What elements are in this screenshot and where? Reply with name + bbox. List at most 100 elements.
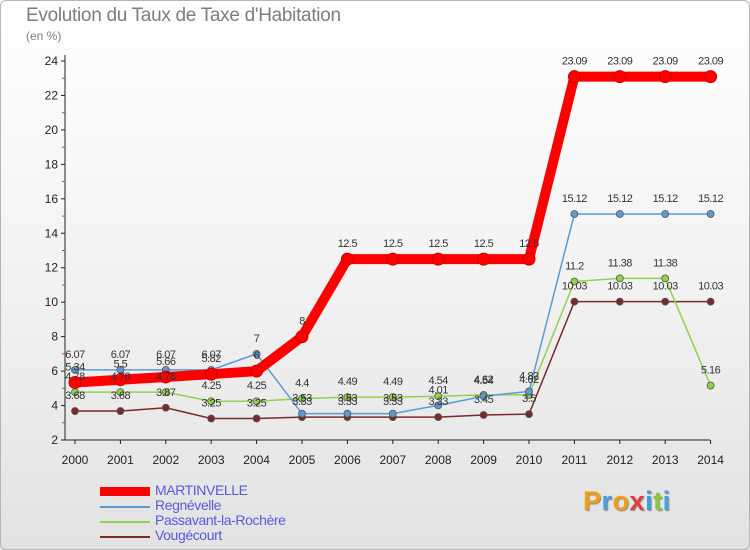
data-label-martinvelle: 5.5: [114, 359, 128, 371]
data-point-regnevelle: [615, 210, 624, 218]
x-tick-label: 2004: [243, 453, 270, 467]
data-label-passavant-la-rochere: 4.49: [338, 376, 358, 388]
chart-subtitle: (en %): [26, 29, 62, 43]
y-tick-label: 16: [45, 192, 59, 206]
data-point-vougecourt: [434, 413, 443, 421]
data-point-martinvelle: [431, 252, 445, 266]
data-point-passavant-la-rochere: [252, 397, 261, 406]
y-tick-label: 22: [45, 88, 59, 102]
legend-label-martinvelle: MARTINVELLE: [155, 482, 248, 498]
data-point-martinvelle: [159, 370, 173, 384]
data-label-passavant-la-rochere: 5.16: [701, 365, 721, 377]
data-label-vougecourt: 3.87: [156, 387, 176, 399]
proxiti-logo: Proxiti: [583, 486, 671, 517]
data-label-regnevelle: 15.12: [653, 193, 678, 205]
data-point-martinvelle: [295, 330, 309, 344]
data-label-regnevelle: 15.12: [607, 193, 632, 205]
x-tick-label: 2007: [379, 453, 406, 467]
data-label-regnevelle: 6.07: [111, 349, 131, 361]
data-point-martinvelle: [613, 70, 627, 84]
data-label-martinvelle: 12.5: [383, 238, 403, 250]
legend-label-passavant: Passavant-la-Rochère: [155, 512, 286, 528]
data-point-martinvelle: [113, 373, 127, 387]
data-label-passavant-la-rochere: 11.2: [565, 261, 584, 273]
data-label-regnevelle: 6.07: [201, 349, 221, 361]
data-label-vougecourt: 3.68: [65, 390, 85, 402]
data-label-martinvelle: 12.5: [474, 238, 494, 250]
logo-letter: P: [583, 486, 602, 516]
data-point-martinvelle: [522, 252, 536, 266]
data-point-vougecourt: [71, 407, 79, 415]
x-tick-label: 2008: [425, 453, 452, 467]
x-tick-label: 2013: [652, 453, 679, 467]
x-tick-label: 2001: [107, 453, 134, 467]
data-point-regnevelle: [298, 409, 306, 418]
data-label-vougecourt: 3.25: [247, 397, 267, 409]
data-label-passavant-la-rochere: 4.78: [156, 371, 176, 383]
data-point-martinvelle: [704, 70, 718, 84]
data-point-passavant-la-rochere: [161, 388, 170, 397]
data-label-martinvelle: 5.66: [156, 356, 176, 368]
data-point-martinvelle: [477, 252, 491, 266]
data-label-vougecourt: 3.25: [201, 397, 221, 409]
data-label-passavant-la-rochere: 4.49: [383, 376, 403, 388]
data-point-regnevelle: [525, 387, 533, 396]
x-tick-label: 2000: [62, 453, 89, 467]
data-point-vougecourt: [615, 297, 624, 306]
data-point-regnevelle: [434, 401, 443, 410]
data-point-regnevelle: [388, 409, 397, 418]
data-point-vougecourt: [479, 411, 488, 419]
data-point-vougecourt: [525, 410, 533, 419]
data-point-martinvelle: [567, 70, 581, 84]
data-point-passavant-la-rochere: [116, 388, 125, 397]
y-tick-label: 18: [45, 157, 59, 171]
data-label-regnevelle: 3.53: [338, 393, 358, 405]
data-label-vougecourt: 3.68: [111, 390, 131, 402]
data-point-vougecourt: [252, 414, 261, 423]
data-label-vougecourt: 10.03: [562, 281, 587, 293]
data-point-vougecourt: [661, 297, 670, 306]
data-point-regnevelle: [570, 210, 579, 218]
y-tick-label: 8: [51, 330, 58, 344]
data-label-passavant-la-rochere: 4.4: [295, 378, 309, 390]
legend-swatch-vougecourt: [100, 536, 150, 538]
logo-letter: i: [645, 486, 654, 516]
logo-letter: t: [653, 486, 663, 516]
data-point-martinvelle: [386, 252, 400, 266]
data-label-vougecourt: 3.33: [383, 396, 403, 408]
data-point-passavant-la-rochere: [343, 393, 352, 402]
data-label-regnevelle: 6.07: [65, 349, 85, 361]
y-tick-label: 14: [45, 226, 59, 240]
legend-swatch-passavant: [100, 521, 150, 523]
data-label-martinvelle: 5.34: [65, 361, 85, 373]
data-label-regnevelle: 4.01: [428, 384, 448, 396]
y-tick-label: 24: [45, 54, 59, 68]
x-tick-label: 2012: [606, 453, 633, 467]
data-point-vougecourt: [706, 297, 715, 306]
data-point-vougecourt: [116, 407, 125, 415]
series-line-martinvelle: [70, 71, 716, 388]
y-tick-label: 10: [45, 295, 59, 309]
data-point-regnevelle: [71, 365, 79, 374]
data-label-vougecourt: 3.5: [522, 393, 536, 405]
data-label-vougecourt: 3.33: [338, 396, 358, 408]
data-label-regnevelle: 7: [254, 333, 260, 345]
data-point-vougecourt: [207, 414, 216, 423]
data-label-martinvelle: 12.5: [428, 238, 448, 250]
data-point-passavant-la-rochere: [570, 277, 579, 286]
data-point-passavant-la-rochere: [388, 393, 397, 402]
x-tick-label: 2011: [561, 453, 587, 467]
data-point-regnevelle: [252, 349, 261, 358]
legend-label-vougecourt: Vougécourt: [155, 527, 222, 543]
data-label-passavant-la-rochere: 4.78: [65, 371, 85, 383]
data-point-passavant-la-rochere: [661, 274, 670, 283]
y-tick-label: 4: [51, 399, 58, 413]
data-label-vougecourt: 10.03: [653, 281, 678, 293]
x-tick-label: 2014: [697, 453, 724, 467]
data-label-regnevelle: 4.54: [474, 375, 494, 387]
data-label-regnevelle: 3.53: [292, 393, 312, 405]
data-label-vougecourt: 10.03: [607, 281, 632, 293]
data-label-martinvelle: 23.09: [562, 56, 587, 68]
data-point-regnevelle: [479, 392, 488, 401]
